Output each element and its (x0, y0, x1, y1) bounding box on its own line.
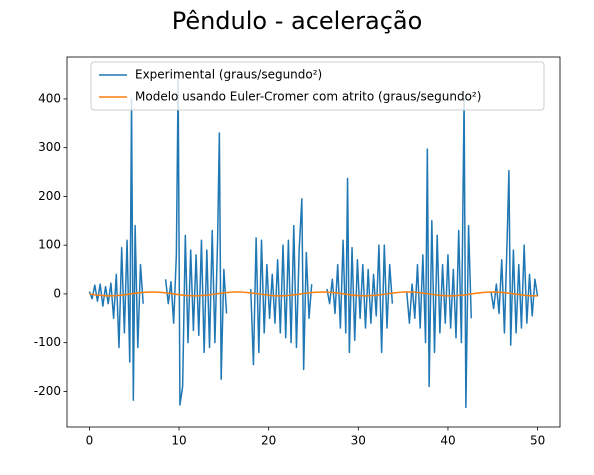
y-tick-label: 200 (38, 189, 61, 203)
y-tick-label: 100 (38, 238, 61, 252)
legend-label: Experimental (graus/segundo²) (135, 68, 322, 82)
x-tick-label: 10 (171, 434, 186, 448)
x-tick-label: 20 (261, 434, 276, 448)
y-tick-label: 400 (38, 91, 61, 105)
y-tick-label: -200 (34, 384, 61, 398)
data-line (89, 291, 538, 297)
x-tick-label: 40 (440, 434, 455, 448)
legend-box (90, 61, 545, 111)
x-tick-label: 0 (86, 434, 94, 448)
plot-frame (66, 56, 561, 428)
y-tick-label: 300 (38, 140, 61, 154)
x-tick-label: 30 (351, 434, 366, 448)
y-tick-label: 0 (53, 286, 61, 300)
x-tick-label: 50 (530, 434, 545, 448)
legend-label: Modelo usando Euler-Cromer com atrito (g… (135, 90, 481, 104)
data-line (88, 78, 539, 409)
y-tick-label: -100 (34, 335, 61, 349)
chart-title: Pêndulo - aceleração (172, 7, 423, 35)
